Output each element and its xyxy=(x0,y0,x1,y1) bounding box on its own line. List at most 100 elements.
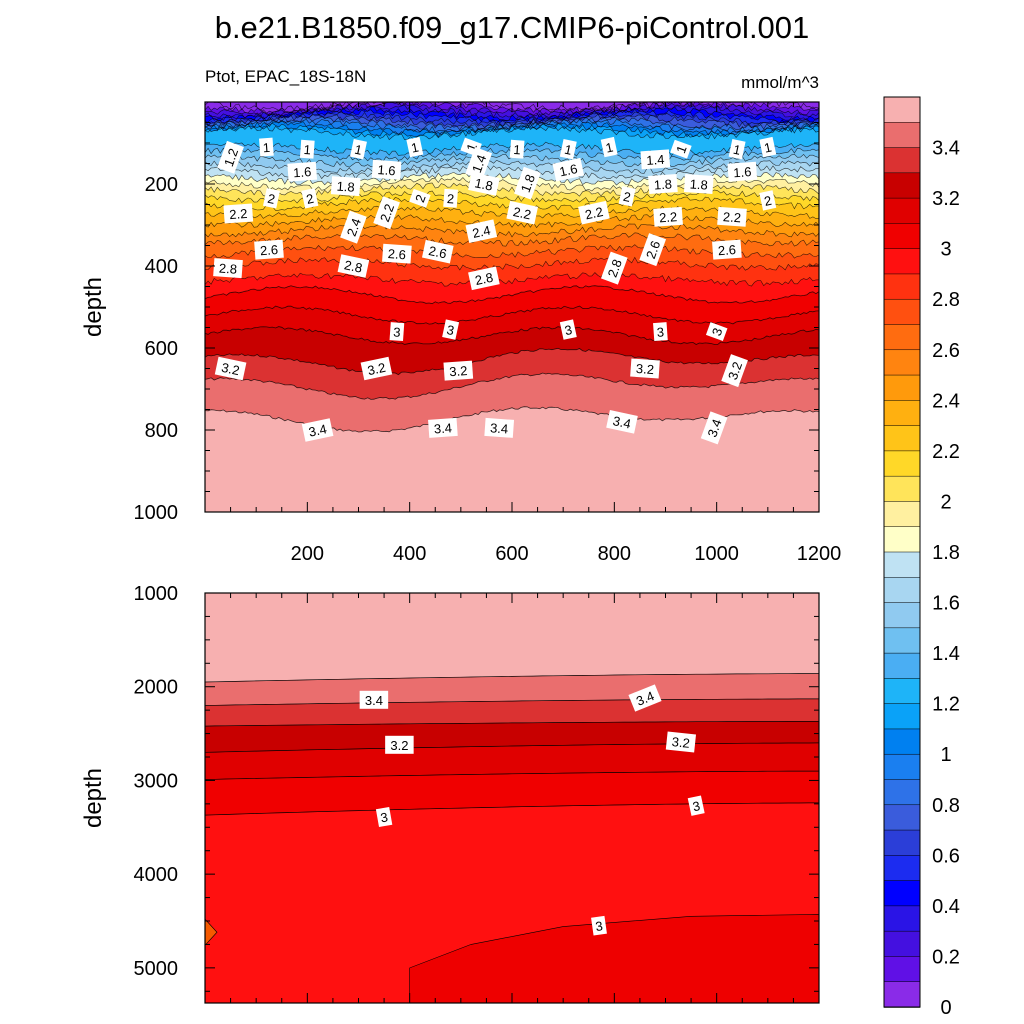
contour-label: 3.4 xyxy=(606,410,638,434)
contour-label-bg xyxy=(465,147,493,180)
contour-label-text: 3.4 xyxy=(490,420,509,436)
contour-label-bg xyxy=(465,219,498,243)
x-tick-label: 1000 xyxy=(694,543,739,565)
contour-label-bg xyxy=(591,915,607,936)
upper-panel: 1.2 1 1 1 1 1 1 1 11.41 1 11.6 1.6 1.4 1.6 1.61.8 1.8 1.… xyxy=(80,101,842,565)
lower-contour-labels: 3.4 3.4 3.2 3.2 3 3 3 xyxy=(359,684,705,936)
contour-label-bg xyxy=(443,188,458,208)
contour-label-bg xyxy=(468,172,500,196)
contour-label-text: 2.4 xyxy=(471,222,492,240)
contour-label-text: 1 xyxy=(303,142,311,157)
contour-label-text: 2.4 xyxy=(344,216,364,238)
contour-label-text: 2.6 xyxy=(427,243,448,261)
contour-label-text: 1.2 xyxy=(221,146,241,168)
contour-label-bg xyxy=(506,200,539,225)
contour-line xyxy=(205,285,819,305)
contour-line xyxy=(205,326,819,345)
contour-label: 2 xyxy=(443,188,458,208)
contour-line xyxy=(205,213,819,229)
contour-label-text: 3.2 xyxy=(725,360,745,382)
contour-label-text: 2 xyxy=(412,193,429,205)
contour-line xyxy=(205,802,819,816)
contour-label-text: 2 xyxy=(763,193,773,209)
colorbar-swatch xyxy=(883,855,921,882)
colorbar-swatch xyxy=(883,172,921,199)
contour-label-text: 3 xyxy=(445,322,455,338)
colorbar-tick-label: 0.8 xyxy=(932,795,960,817)
contour-label: 3.2 xyxy=(360,356,393,381)
colorbar-tick-label: 1.4 xyxy=(932,643,960,665)
colorbar-swatch xyxy=(883,779,921,806)
contour-label-bg xyxy=(337,254,370,278)
contour-label-text: 3 xyxy=(709,326,726,338)
contour-label: 1.6 xyxy=(552,157,585,182)
contour-label-bg xyxy=(618,186,636,207)
colorbar-swatch xyxy=(883,880,921,907)
contour-label-text: 2.8 xyxy=(218,260,237,276)
contour-label-bg xyxy=(385,735,414,754)
contour-label-text: 3.2 xyxy=(671,734,691,751)
contour-label-bg xyxy=(350,138,367,160)
contour-label-bg xyxy=(330,176,361,197)
contour-label: 2.8 xyxy=(213,258,243,279)
contour-label-bg xyxy=(340,210,367,244)
colorbar-swatch xyxy=(883,956,921,983)
contour-label-bg xyxy=(653,322,668,342)
contour-label-bg xyxy=(375,806,393,828)
lower-axis-ticks xyxy=(204,592,820,1003)
contour-line xyxy=(205,176,819,192)
colorbar-tick-label: 0.2 xyxy=(932,946,960,968)
contour-label-text: 1.8 xyxy=(653,176,672,192)
contour-label-text: 2.2 xyxy=(584,204,605,222)
contour-line xyxy=(205,347,819,376)
contour-label: 3.4 xyxy=(700,411,728,445)
contour-band xyxy=(205,918,218,946)
colorbar-tick-label: 2.6 xyxy=(932,340,960,362)
contour-label-bg xyxy=(373,196,400,230)
contour-label-bg xyxy=(214,356,247,381)
colorbar-swatch xyxy=(883,425,921,452)
contour-label-text: 1.6 xyxy=(377,162,396,178)
contour-label-text: 3.4 xyxy=(307,421,328,439)
contour-label-text: 2.8 xyxy=(343,257,364,275)
contour-label: 1.6 xyxy=(727,161,758,182)
contour-label-bg xyxy=(705,322,728,342)
panel-subtitle-left: Ptot, EPAC_18S-18N xyxy=(205,67,366,86)
contour-label: 3 xyxy=(442,319,460,340)
contour-label-bg xyxy=(759,136,777,158)
contour-label-text: 1.6 xyxy=(558,161,579,179)
contour-label-bg xyxy=(717,206,747,227)
contour-label-bg xyxy=(559,319,577,340)
contour-label-bg xyxy=(263,188,280,209)
contour-label: 3.2 xyxy=(385,735,414,754)
contour-label: 2 xyxy=(263,188,280,209)
contour-label: 1.8 xyxy=(514,166,541,200)
contour-line xyxy=(205,698,819,706)
contour-line xyxy=(205,272,819,287)
contour-label-text: 3.2 xyxy=(449,363,468,379)
colorbar-swatch xyxy=(883,273,921,300)
contour-label-bg xyxy=(389,322,405,342)
panel-units-label: mmol/m^3 xyxy=(741,73,819,92)
lower-panel: 3.4 3.4 3.2 3.2 3 3 3 1000 2000 3000 4000 5000 dep… xyxy=(80,583,820,1004)
contour-label-text: 2.6 xyxy=(259,242,278,258)
contour-label: 3 xyxy=(687,795,705,816)
contour-label: 3 xyxy=(559,319,577,340)
contour-label: 1 xyxy=(759,136,777,158)
colorbar-tick-label: 1.6 xyxy=(932,593,960,615)
colorbar-swatch xyxy=(883,374,921,402)
colorbar-swatch xyxy=(883,577,921,604)
contour-label-text: 2.6 xyxy=(717,242,736,258)
colorbar-swatch xyxy=(883,324,921,351)
contour-label: 2.2 xyxy=(578,200,610,225)
contour-label-bg xyxy=(213,258,243,279)
contour-label-bg xyxy=(443,360,474,381)
contour-label: 1.8 xyxy=(683,174,714,194)
contour-label-text: 2.2 xyxy=(659,209,678,225)
x-tick-label: 1200 xyxy=(797,543,842,565)
contour-label-bg xyxy=(552,157,585,182)
y-tick-label: 1000 xyxy=(134,583,179,605)
contour-label-bg xyxy=(628,684,662,712)
contour-label: 2.2 xyxy=(717,206,747,227)
contour-label: 2.2 xyxy=(373,196,400,230)
